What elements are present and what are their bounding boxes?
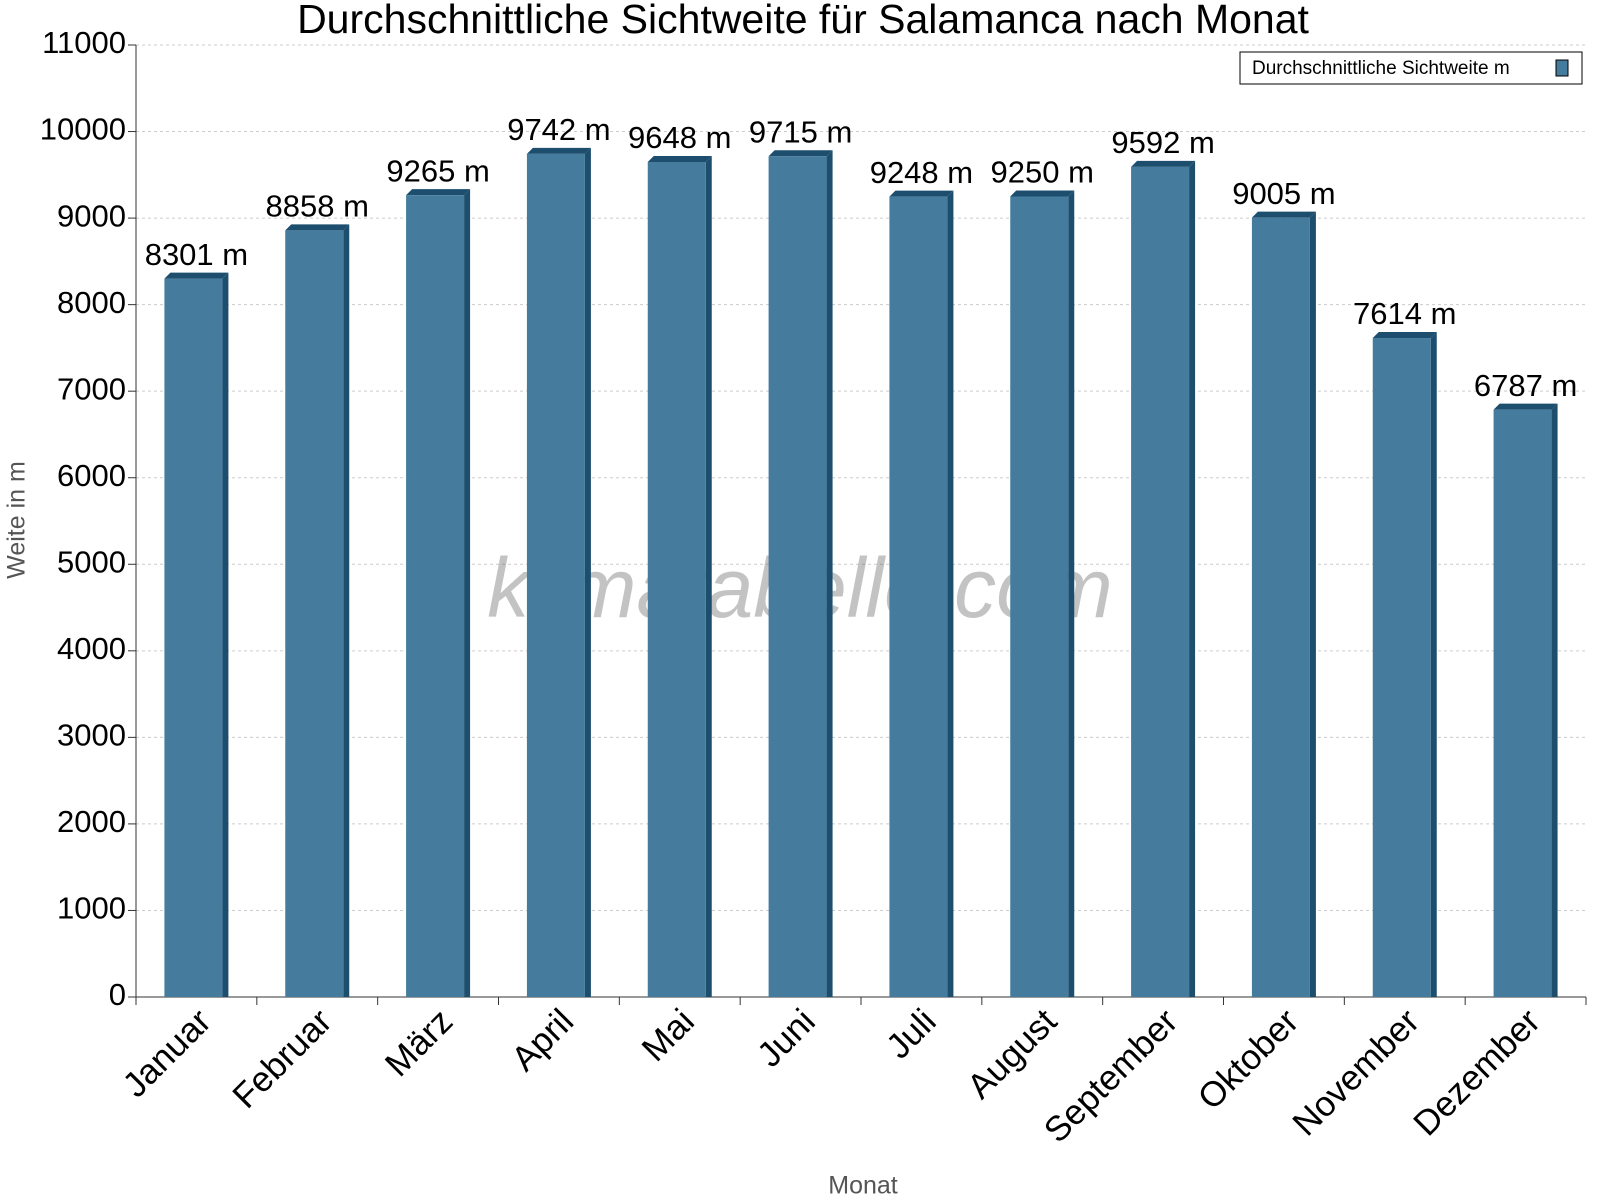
- y-tick-label: 1000: [57, 891, 126, 926]
- bar: [1131, 166, 1190, 997]
- bar-side: [947, 190, 954, 998]
- bar-top: [1131, 160, 1196, 167]
- bar-side: [1309, 211, 1316, 997]
- bar: [526, 153, 585, 998]
- value-label: 8301 m: [145, 237, 248, 272]
- bar-top: [889, 190, 954, 197]
- y-tick-label: 0: [109, 977, 126, 1012]
- y-tick-label: 6000: [57, 458, 126, 493]
- bar-side: [705, 156, 712, 997]
- bar: [406, 195, 465, 997]
- bar-top: [164, 272, 229, 279]
- y-tick-label: 8000: [57, 285, 126, 320]
- legend-box: [1239, 51, 1583, 85]
- value-label: 9265 m: [386, 153, 489, 188]
- bar-side: [464, 189, 471, 997]
- bar-side: [584, 147, 591, 998]
- bar: [1372, 338, 1431, 997]
- x-tick-label: Juni: [750, 1002, 823, 1075]
- value-label: 9005 m: [1232, 176, 1335, 211]
- bar-side: [1551, 403, 1558, 998]
- x-tick-label: Juli: [879, 1002, 944, 1067]
- x-tick-label: Oktober: [1191, 1001, 1307, 1117]
- y-tick-label: 10000: [40, 112, 126, 147]
- bar-top: [1493, 403, 1558, 410]
- x-tick-label: Mai: [634, 1002, 701, 1069]
- y-tick-label: 11000: [42, 25, 126, 60]
- x-tick-label: April: [504, 1002, 581, 1079]
- bar-top: [768, 150, 833, 157]
- value-label: 7614 m: [1353, 296, 1456, 331]
- bar: [1010, 196, 1069, 998]
- y-tick-label: 9000: [57, 198, 126, 233]
- legend-label: Durchschnittliche Sichtweite m: [1252, 58, 1510, 79]
- value-label: 9715 m: [749, 114, 852, 149]
- x-axis-label: Monat: [828, 1172, 898, 1200]
- bar: [1251, 217, 1310, 997]
- y-axis-label: Weite in m: [3, 461, 31, 579]
- value-label: 8858 m: [266, 189, 369, 224]
- bar-side: [1068, 190, 1075, 998]
- x-tick-label: Februar: [225, 1001, 339, 1115]
- bar-top: [1010, 190, 1075, 197]
- bar-top: [406, 189, 471, 196]
- x-tick-label: August: [960, 1001, 1065, 1106]
- value-label: 9248 m: [870, 155, 973, 190]
- x-tick-label: November: [1285, 1001, 1427, 1143]
- bar-side: [826, 150, 833, 997]
- bar: [164, 278, 223, 997]
- value-label: 6787 m: [1474, 368, 1577, 403]
- bar-side: [1189, 160, 1196, 997]
- y-tick-label: 4000: [57, 631, 126, 666]
- bar: [647, 162, 706, 997]
- bar-side: [1430, 332, 1437, 997]
- legend-swatch: [1555, 59, 1569, 77]
- bar: [889, 196, 948, 998]
- y-tick-label: 5000: [57, 544, 126, 579]
- chart-title: Durchschnittliche Sichtweite für Salaman…: [297, 0, 1309, 42]
- bar-side: [222, 272, 229, 997]
- x-tick-label: März: [378, 1002, 461, 1085]
- bar: [768, 156, 827, 997]
- bar: [1493, 409, 1552, 998]
- x-tick-label: Januar: [115, 1001, 218, 1104]
- y-tick-label: 2000: [57, 804, 126, 839]
- bar-top: [285, 224, 350, 231]
- x-tick-label: Dezember: [1406, 1001, 1548, 1143]
- bar: [285, 230, 344, 997]
- value-label: 9250 m: [991, 155, 1094, 190]
- bar-top: [526, 147, 591, 154]
- y-tick-label: 7000: [57, 371, 126, 406]
- bar-side: [343, 224, 350, 997]
- bar-top: [1251, 211, 1316, 218]
- value-label: 9592 m: [1111, 125, 1214, 160]
- y-tick-label: 3000: [57, 718, 126, 753]
- bar-top: [647, 156, 712, 163]
- bar-top: [1372, 332, 1437, 339]
- value-label: 9742 m: [507, 112, 610, 147]
- value-label: 9648 m: [628, 120, 731, 155]
